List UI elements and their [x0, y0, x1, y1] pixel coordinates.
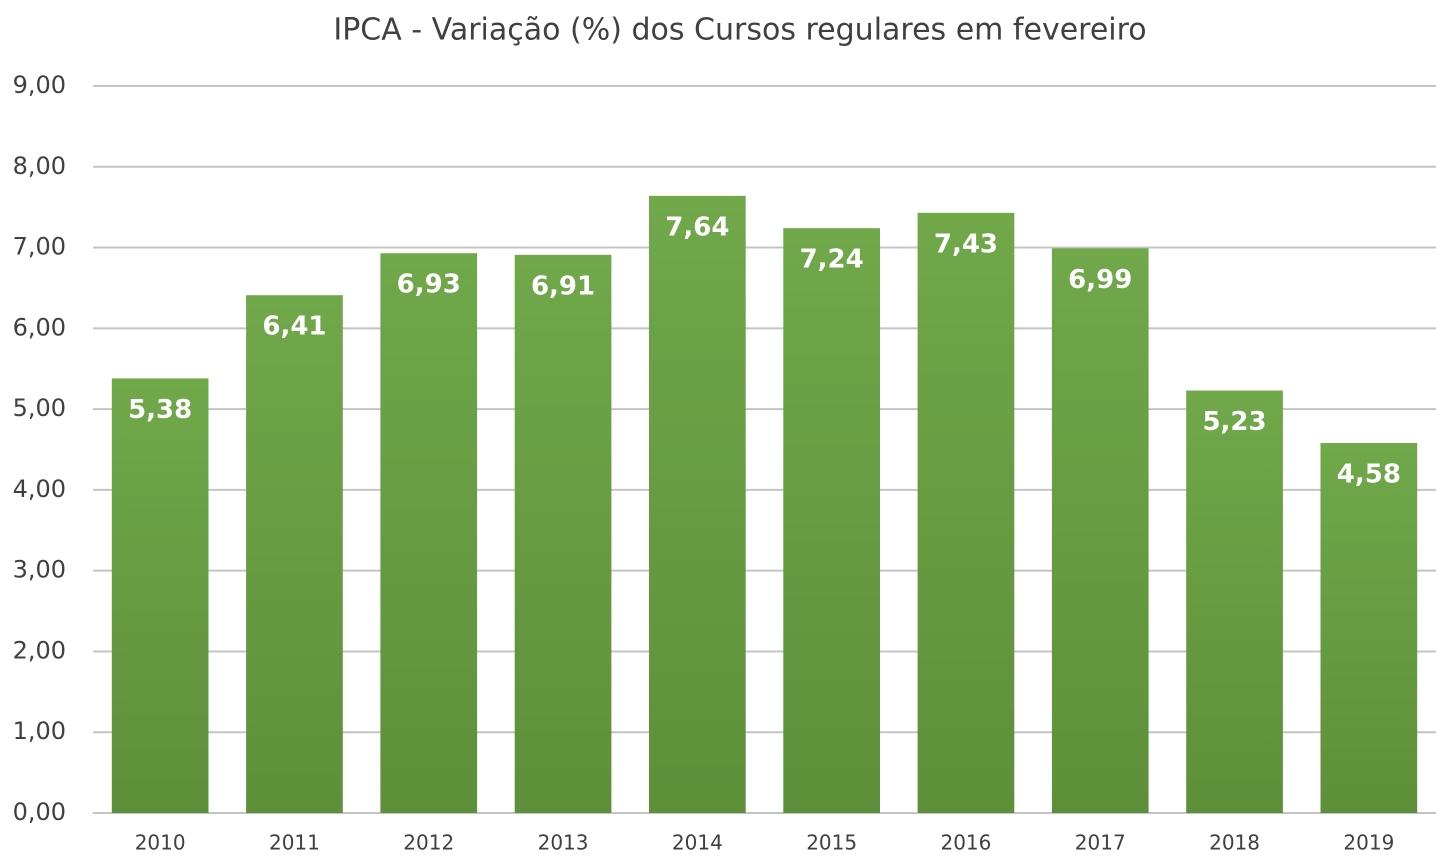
x-tick-label: 2017 [1075, 831, 1126, 855]
x-tick-label: 2010 [135, 831, 186, 855]
bar [514, 254, 612, 813]
value-label: 7,43 [934, 229, 998, 259]
value-label: 7,64 [665, 212, 729, 242]
x-tick-label: 2015 [806, 831, 857, 855]
y-tick-label: 4,00 [13, 475, 66, 503]
value-label: 7,24 [800, 245, 864, 275]
value-label: 5,38 [128, 395, 192, 425]
x-tick-label: 2018 [1209, 831, 1260, 855]
chart-title: IPCA - Variação (%) dos Cursos regulares… [333, 13, 1146, 48]
y-tick-label: 3,00 [13, 556, 66, 584]
y-tick-label: 6,00 [13, 313, 66, 341]
value-label: 4,58 [1337, 460, 1401, 490]
y-tick-label: 2,00 [13, 636, 66, 664]
bar [783, 228, 880, 813]
y-tick-label: 7,00 [13, 233, 66, 261]
x-tick-label: 2011 [269, 831, 320, 855]
bar [380, 253, 478, 813]
x-tick-label: 2016 [940, 831, 991, 855]
bar [111, 378, 209, 813]
x-tick-label: 2012 [403, 831, 454, 855]
y-tick-label: 1,00 [13, 717, 66, 745]
bar [246, 295, 343, 813]
value-label: 6,91 [531, 271, 595, 301]
bar [649, 195, 746, 813]
bar [1051, 248, 1149, 813]
x-tick-label: 2014 [672, 831, 723, 855]
x-tick-label: 2013 [538, 831, 589, 855]
y-tick-label: 9,00 [13, 71, 66, 99]
x-tick-label: 2019 [1343, 831, 1394, 855]
value-label: 6,99 [1068, 265, 1132, 295]
y-tick-label: 5,00 [13, 394, 66, 422]
bar [1186, 390, 1283, 813]
value-label: 6,93 [397, 270, 461, 300]
value-label: 6,41 [262, 312, 326, 342]
y-tick-label: 8,00 [13, 152, 66, 180]
value-label: 5,23 [1202, 407, 1266, 437]
bar [917, 212, 1015, 813]
bar [1320, 443, 1418, 813]
y-tick-label: 0,00 [13, 798, 66, 826]
